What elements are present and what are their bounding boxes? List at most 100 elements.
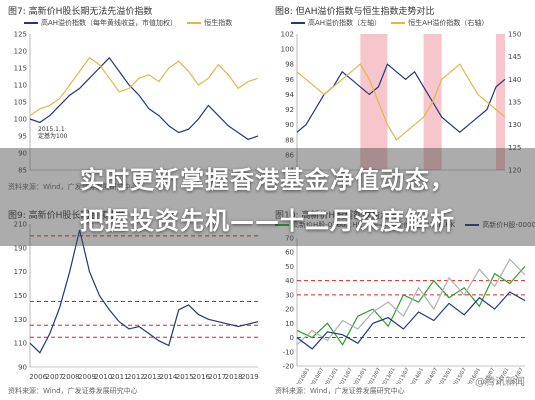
chart-panel-3: 图9: 高新价H股长期超额收益 90 110 130 150 170 190 210 2006… [4,206,264,396]
y-tick-label: 10 [285,320,294,328]
x-tick-label: 2015 [176,373,194,381]
shaded-period [495,34,505,170]
y-right-tick-label: 145 [508,53,521,61]
x-tick-label: 2019 [241,373,259,381]
line-chart: 85 90 95 100 105 110 115 120 125 [14,31,259,175]
y-tick-label: 95 [18,133,27,141]
chart-panel-1: 图7: 高新价H股长期无法先溢价指数 高AH溢价指数（每年黄线收益，市值加权） … [4,2,264,192]
series-line [29,229,259,354]
y-tick-label: 150 [14,292,27,300]
y-tick-label: 96 [285,76,294,84]
y-right-tick-label: 120 [508,167,521,175]
y-tick-label: 98 [285,61,294,69]
banner-headline-line-2: 把握投资先机——十二月深度解析 [80,207,455,235]
chart-panel-2: 图8: 但AH溢价指数与恒生指数走势对比 高AH溢价指数（左轴） 恒生AH溢价指… [271,2,531,192]
y-tick-label: 105 [14,99,27,107]
x-tick-label: 2013/07 [395,367,411,384]
y-tick-label: 210 [14,221,27,229]
chart-title: 图9: 高新价H股长期超额收益 [8,211,126,221]
y-tick-label: 70 [285,235,294,243]
x-tick-label: 2010/01 [295,367,311,384]
chart-source: 资料来源：Wind，广发证券发展研究中心 [8,387,138,395]
line-chart: 90 110 130 150 170 190 210 20062007200820092010… [14,221,259,382]
y-tick-label: 120 [14,48,27,56]
y-tick-label: 125 [14,31,27,39]
y-tick-label: 0 [290,334,294,342]
x-tick-label: 2009 [78,373,96,381]
x-tick-label: 2010/07 [310,367,326,384]
y-tick-label: 94 [285,91,294,99]
x-tick-label: 2010 [94,373,112,381]
title-banner [0,148,535,246]
y-tick-label: 84 [285,167,294,175]
y-tick-label: 86 [285,151,294,159]
x-tick-label: 2011 [111,373,129,381]
y-tick-label: 60 [285,249,294,257]
y-tick-label: 90 [285,121,294,129]
y-tick-label: 102 [281,31,294,39]
y-tick-label: 30 [285,291,294,299]
y-tick-label: 115 [14,65,27,73]
chart-panel-4: 图10: 高新价H股超额收益走势 高新价H股-02601.HK 高新价H股-23… [271,206,535,396]
x-tick-label: 2015/07 [452,367,468,384]
x-tick-label: 2012 [127,373,145,381]
x-tick-label: 2017 [208,373,226,381]
y-right-tick-label: 130 [508,121,521,129]
chart-legend: 高新价H股-02601.HK 高新价H股-2318.HK 高新价H股-00005… [275,220,535,230]
x-tick-label: 2015/01 [438,367,454,384]
legend-item: 高新价H股-00005.HK [465,221,535,229]
x-tick-label: 2013 [143,373,161,381]
shaded-period [360,34,388,170]
chart-title: 图10: 高新价H股超额收益走势 [275,211,399,221]
annotation: 2015.1.1 定基为100 [38,126,68,140]
y-tick-label: 85 [18,167,27,175]
series-line [296,63,506,133]
y-tick-label: 92 [285,106,294,114]
chart-title: 图7: 高新价H股长期无法先溢价指数 [8,7,153,17]
y-right-tick-label: 125 [508,144,521,152]
line-chart: 84 86 88 90 92 94 96 98 100 102 120 125 130 135 140 145… [281,31,522,175]
y-tick-label: -10 [283,348,294,356]
y-tick-label: 50 [285,263,294,271]
series-line [29,56,259,141]
x-tick-label: 2014 [160,373,178,381]
x-tick-label: 2011/07 [338,367,354,384]
x-tick-label: 2016 [192,373,210,381]
y-right-tick-label: 135 [508,99,521,107]
y-tick-label: 110 [14,82,27,90]
legend-item: 高新价H股-2318.HK [372,221,455,229]
y-tick-label: 90 [18,364,27,372]
chart-source: 资料来源：Wind，广发证券发展研究中心 [275,387,405,395]
x-tick-label: 2006 [29,373,47,381]
x-tick-label: 2014/07 [424,367,440,384]
y-tick-label: 110 [14,340,27,348]
x-tick-label: 2014/01 [409,367,425,384]
legend-item: 高新价H股-02601.HK [275,221,362,229]
y-tick-label: 90 [18,150,27,158]
series-line [29,56,259,117]
series-line [296,258,526,346]
legend-item: 高AH溢价指数（左轴） [291,19,381,27]
y-tick-label: 88 [285,136,294,144]
y-tick-label: 190 [14,244,27,252]
y-right-tick-label: 150 [508,31,521,39]
y-tick-label: 100 [14,116,27,124]
y-tick-label: -20 [283,363,294,371]
chart-title: 图8: 但AH溢价指数与恒生指数走势对比 [275,7,435,17]
y-tick-label: 130 [14,316,27,324]
series-line [296,266,526,346]
chart-legend: 高AH溢价指数（左轴） 恒生AH溢价指数（右轴） [291,18,496,28]
x-tick-label: 2007 [46,373,64,381]
y-tick-label: 40 [285,277,294,285]
legend-item: 恒生AH溢价指数（右轴） [391,19,488,27]
y-right-tick-label: 140 [508,76,521,84]
series-line [296,291,526,350]
watermark: @腾讯新闻 [475,377,525,388]
x-tick-label: 2012/01 [352,367,368,384]
y-tick-label: 20 [285,306,294,314]
chart-legend: 高AH溢价指数（每年黄线收益，市值加权） 恒生指数 [24,18,240,28]
x-tick-label: 2012/07 [367,367,383,384]
x-tick-label: 2013/01 [381,367,397,384]
x-tick-label: 2008 [62,373,80,381]
